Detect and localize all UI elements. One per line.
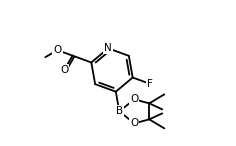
- Text: O: O: [130, 118, 139, 128]
- Text: N: N: [104, 43, 112, 53]
- Text: O: O: [60, 65, 68, 75]
- Text: B: B: [116, 106, 123, 116]
- Text: O: O: [130, 94, 139, 104]
- Text: F: F: [147, 79, 152, 89]
- Text: O: O: [53, 45, 62, 55]
